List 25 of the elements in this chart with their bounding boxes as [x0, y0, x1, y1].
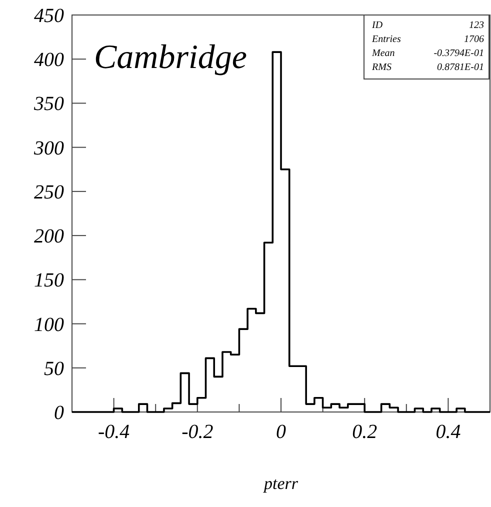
annotation: -0.3794E-01: [434, 48, 484, 59]
annotation: 1706: [464, 34, 484, 45]
y-tick-label: 200: [34, 226, 64, 248]
y-tick-label: 400: [34, 49, 64, 72]
y-tick-label: 0: [54, 402, 64, 424]
annotation: Entries: [371, 34, 401, 45]
y-tick-label: 50: [44, 358, 64, 380]
x-axis-title: pterr: [263, 474, 298, 493]
x-tick-label: -0.2: [182, 421, 214, 443]
annotation: RMS: [371, 62, 392, 73]
y-tick-label: 300: [33, 137, 64, 160]
annotation: Cambridge: [94, 39, 247, 76]
annotation: 123: [469, 20, 484, 31]
y-tick-label: 350: [33, 93, 64, 116]
x-tick-label: 0.4: [436, 421, 461, 443]
x-tick-label: 0: [276, 421, 286, 443]
y-tick-label: 450: [34, 5, 64, 27]
annotation: ID: [371, 20, 384, 31]
annotation: Mean: [371, 48, 395, 59]
y-tick-label: 150: [34, 270, 64, 292]
y-tick-label: 250: [34, 181, 64, 204]
x-tick-label: -0.4: [98, 421, 130, 443]
annotation: 0.8781E-01: [437, 62, 484, 73]
x-tick-label: 0.2: [352, 421, 378, 443]
y-tick-label: 100: [34, 314, 64, 336]
